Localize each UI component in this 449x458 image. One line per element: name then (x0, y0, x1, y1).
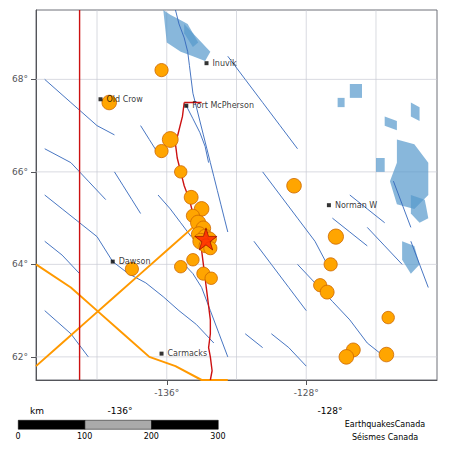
svg-text:-136°: -136° (154, 388, 179, 398)
svg-text:Fort McPherson: Fort McPherson (192, 101, 254, 110)
svg-text:300: 300 (210, 432, 225, 441)
svg-text:km: km (30, 406, 44, 416)
svg-text:100: 100 (77, 432, 92, 441)
svg-text:EarthquakesCanada: EarthquakesCanada (345, 420, 425, 429)
svg-text:Dawson: Dawson (119, 257, 151, 266)
svg-text:Norman W: Norman W (335, 201, 377, 210)
svg-text:Carmacks: Carmacks (168, 349, 208, 358)
svg-text:68°: 68° (12, 74, 28, 84)
svg-text:Inuvik: Inuvik (213, 59, 237, 68)
svg-text:62°: 62° (12, 352, 28, 362)
svg-text:-128°: -128° (318, 406, 343, 416)
svg-text:64°: 64° (12, 259, 28, 269)
svg-text:Séismes Canada: Séismes Canada (352, 432, 418, 442)
svg-text:Old Crow: Old Crow (107, 95, 144, 104)
svg-text:66°: 66° (12, 167, 28, 177)
svg-text:200: 200 (144, 432, 159, 441)
svg-text:0: 0 (15, 432, 20, 441)
svg-text:-128°: -128° (294, 388, 319, 398)
svg-text:-136°: -136° (108, 406, 133, 416)
